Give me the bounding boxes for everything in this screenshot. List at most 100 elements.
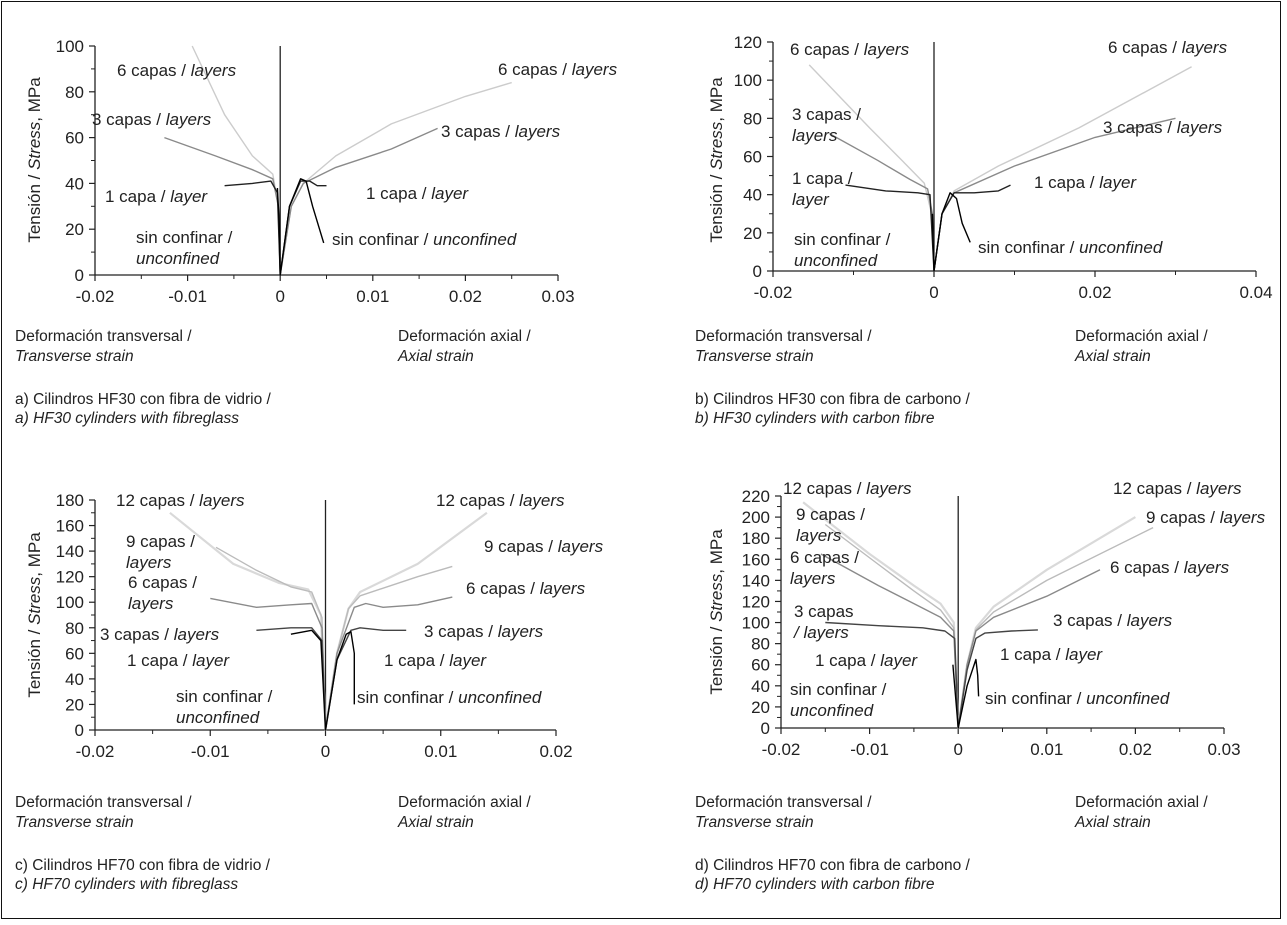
x-tick-label: 0.02 xyxy=(539,742,572,761)
x-tick-label: 0 xyxy=(275,287,284,306)
curve-annotation: sin confinar / unconfined xyxy=(978,238,1163,257)
curve-annotation: sin confinar / unconfined xyxy=(357,688,542,707)
x-axis-label-axial: Axial strain xyxy=(397,814,474,831)
x-tick-label: -0.01 xyxy=(168,287,207,306)
y-tick-label: 200 xyxy=(742,508,770,527)
curve-annotation: 6 capas / xyxy=(128,573,197,592)
y-tick-label: 180 xyxy=(742,529,770,548)
x-tick-label: 0.03 xyxy=(1207,740,1240,759)
curve-annotation: sin confinar / unconfined xyxy=(332,230,517,249)
x-tick-label: -0.02 xyxy=(762,740,801,759)
chart-panel-b: -0.02 0 0.02 0.04 0 20 40 60 80 100 120 Tensión / S… xyxy=(695,33,1273,427)
curve-annotation: 6 capas / layers xyxy=(466,579,586,598)
panel-caption: d) HF70 cylinders with carbon fibre xyxy=(695,876,935,893)
curve-annotation: layers xyxy=(792,126,838,145)
curve-annotation: sin confinar / xyxy=(790,680,887,699)
x-tick-label: -0.02 xyxy=(754,283,793,302)
y-tick-label: 80 xyxy=(743,109,762,128)
y-tick-label: 120 xyxy=(734,33,762,52)
y-tick-label: 100 xyxy=(56,593,84,612)
x-tick-label: -0.02 xyxy=(76,287,115,306)
curve-annotation: unconfined xyxy=(790,701,874,720)
y-tick-label: 20 xyxy=(743,224,762,243)
y-tick-label: 40 xyxy=(65,670,84,689)
curve-annotation: 3 capas / layers xyxy=(424,622,544,641)
x-axis-label-axial: Axial strain xyxy=(1074,348,1151,365)
y-tick-label: 100 xyxy=(742,614,770,633)
panel-caption: b) HF30 cylinders with carbon fibre xyxy=(695,410,935,427)
curve-annotation: 3 capas / layers xyxy=(1103,118,1223,137)
curve-annotation: 12 capas / layers xyxy=(116,491,245,510)
stress-strain-curve xyxy=(290,629,355,731)
panel-caption: c) Cilindros HF70 con fibra de vidrio / xyxy=(15,857,271,874)
curve-annotation: 6 capas / layers xyxy=(1108,38,1228,57)
curve-annotation: 3 capas / layers xyxy=(100,625,220,644)
y-tick-label: 80 xyxy=(751,635,770,654)
y-tick-label: 0 xyxy=(761,719,770,738)
curve-annotation: 12 capas / layers xyxy=(436,491,565,510)
panel-caption: a) Cilindros HF30 con fibra de vidrio / xyxy=(15,391,272,408)
y-tick-label: 60 xyxy=(65,129,84,148)
x-tick-label: 0.01 xyxy=(356,287,389,306)
x-axis-label-axial: Axial strain xyxy=(397,348,474,365)
curve-annotation: 1 capa / xyxy=(792,169,853,188)
y-tick-label: 40 xyxy=(65,174,84,193)
y-tick-label: 40 xyxy=(751,677,770,696)
curve-annotation: layers xyxy=(790,569,836,588)
stress-strain-curve xyxy=(952,658,980,729)
x-axis-label-axial: Deformación axial / xyxy=(1075,794,1208,811)
chart-panel-c: -0.02 -0.01 0 0.01 0.02 0 20 40 60 80 100 120 140 160… xyxy=(15,491,604,893)
curve-annotation: 6 capas / layers xyxy=(498,60,618,79)
curve-annotation: 1 capa / layer xyxy=(384,651,487,670)
y-tick-label: 0 xyxy=(75,721,84,740)
curve-annotation: unconfined xyxy=(136,249,220,268)
y-tick-label: 20 xyxy=(65,220,84,239)
x-tick-label: -0.01 xyxy=(191,742,230,761)
curve-annotation: 6 capas / layers xyxy=(790,40,910,59)
curve-annotation: 9 capas / layers xyxy=(484,537,604,556)
curve-annotation: sin confinar / unconfined xyxy=(985,689,1170,708)
x-axis-label-transverse: Transverse strain xyxy=(15,348,134,365)
curve-annotation: 9 capas / layers xyxy=(1146,508,1266,527)
curve-annotation: 12 capas / layers xyxy=(783,479,912,498)
curve-annotation: 12 capas / layers xyxy=(1113,479,1242,498)
curve-annotation: 1 capa / layer xyxy=(366,184,469,203)
x-tick-label: -0.01 xyxy=(850,740,889,759)
x-tick-label: -0.02 xyxy=(76,742,115,761)
curve-annotation: 3 capas / layers xyxy=(441,122,561,141)
y-axis-label: Tensión / Stress, MPa xyxy=(25,532,44,698)
panel-caption: d) Cilindros HF70 con fibra de carbono / xyxy=(695,857,971,874)
y-axis-label: Tensión / Stress, MPa xyxy=(25,77,44,243)
y-tick-label: 220 xyxy=(742,487,770,506)
y-tick-label: 140 xyxy=(56,542,84,561)
curve-annotation: 3 capas / layers xyxy=(1053,611,1173,630)
y-axis-label: Tensión / Stress, MPa xyxy=(707,77,726,243)
x-tick-label: 0.02 xyxy=(449,287,482,306)
y-tick-label: 100 xyxy=(734,71,762,90)
stress-strain-curve xyxy=(276,178,325,276)
y-tick-label: 0 xyxy=(75,266,84,285)
y-tick-label: 120 xyxy=(742,592,770,611)
panel-caption: a) HF30 cylinders with fibreglass xyxy=(15,410,239,427)
y-tick-label: 80 xyxy=(65,83,84,102)
x-axis-label-transverse: Deformación transversal / xyxy=(695,794,872,811)
curve-annotation: sin confinar / xyxy=(176,687,273,706)
x-tick-label: 0.03 xyxy=(541,287,574,306)
curve-annotation: 6 capas / xyxy=(790,548,859,567)
x-tick-label: 0.02 xyxy=(1119,740,1152,759)
y-tick-label: 100 xyxy=(56,37,84,56)
x-tick-label: 0.01 xyxy=(1030,740,1063,759)
curve-annotation: / layers xyxy=(793,623,849,642)
x-axis-label-axial: Axial strain xyxy=(1074,814,1151,831)
curve-annotation: 3 capas / xyxy=(792,105,861,124)
panel-caption: c) HF70 cylinders with fibreglass xyxy=(15,876,238,893)
curve-annotation: layers xyxy=(126,553,172,572)
curve-annotation: unconfined xyxy=(176,708,260,727)
x-axis-label-transverse: Deformación transversal / xyxy=(15,794,192,811)
curve-annotation: 1 capa / layer xyxy=(815,651,918,670)
y-tick-label: 140 xyxy=(742,571,770,590)
x-tick-label: 0.04 xyxy=(1239,283,1272,302)
panel-caption: b) Cilindros HF30 con fibra de carbono / xyxy=(695,391,971,408)
